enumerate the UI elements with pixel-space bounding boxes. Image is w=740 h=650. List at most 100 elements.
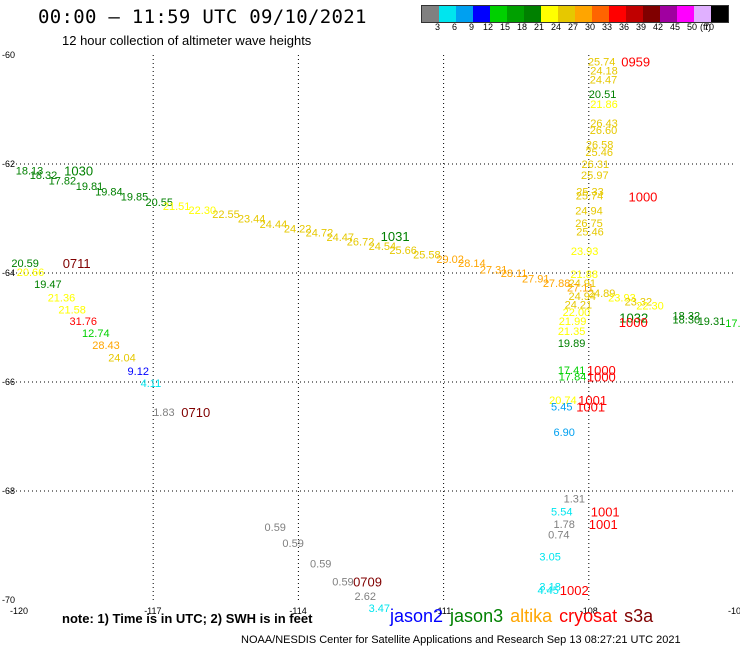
wave-height-value: 24.89	[588, 288, 616, 300]
wave-height-value: 0.74	[548, 530, 569, 542]
map-subtitle: 12 hour collection of altimeter wave hei…	[62, 33, 312, 48]
map-title: 00:00 – 11:59 UTC 09/10/2021	[38, 6, 367, 28]
pass-time-label: 1032	[619, 311, 648, 326]
lon-tick-label: -111	[435, 606, 452, 616]
wave-height-value: 17.41	[558, 365, 586, 377]
colorbar-tick-label: 24	[551, 22, 562, 32]
satellite-legend: jason2 jason3 altika cryosat s3a	[390, 606, 660, 627]
colorbar-swatch	[490, 6, 507, 22]
wave-height-value: 24.21	[565, 300, 593, 312]
wave-height-value: 26.43	[590, 118, 618, 130]
wave-height-value: 24.22	[284, 223, 312, 235]
wave-height-value: 21.58	[58, 305, 86, 317]
pass-time-label: 0710	[181, 405, 210, 420]
satellite-legend-s3a: s3a	[624, 606, 654, 626]
pass-time-label: 1000	[628, 190, 657, 205]
lon-tick-label: -105	[728, 606, 740, 616]
wave-height-value: 19.47	[34, 279, 62, 291]
wave-height-value: 27.31	[480, 265, 508, 277]
wave-height-value: 28.11	[501, 268, 528, 280]
pass-time-label: 0959	[621, 55, 650, 70]
wave-height-value: 25.58	[413, 249, 441, 261]
colorbar-swatch	[507, 6, 524, 22]
colorbar-swatch	[524, 6, 541, 22]
satellite-legend-jason2: jason2	[390, 606, 444, 626]
wave-height-value: 23.93	[571, 246, 599, 258]
wave-height-value: 17.82	[49, 175, 77, 187]
colorbar-swatch	[643, 6, 660, 22]
wave-height-value: 28.43	[92, 340, 120, 352]
wave-height-value: 25.33	[576, 186, 604, 198]
wave-height-value: 20.66	[17, 267, 45, 279]
wave-height-value: 18.13	[16, 166, 44, 178]
wave-height-value: 19.81	[76, 181, 104, 193]
wave-height-value: 26.31	[582, 159, 610, 171]
wave-height-value: 12.74	[82, 328, 110, 340]
lat-tick-label: -66	[2, 377, 15, 387]
wave-height-value: 24.04	[108, 352, 136, 364]
wave-height-value: 24.18	[590, 65, 618, 77]
colorbar-tick-label: 36	[619, 22, 630, 32]
pass-time-label: 0711	[63, 256, 91, 271]
wave-height-value: 21.36	[48, 293, 76, 305]
colorbar-swatch	[558, 6, 575, 22]
wave-height-value: 1.78	[553, 519, 574, 531]
wave-height-value: 27.91	[522, 273, 550, 285]
lat-tick-label: -64	[2, 268, 15, 278]
wave-height-value: 1.31	[564, 494, 585, 506]
wave-height-value: 27.11	[567, 283, 594, 295]
lon-tick-label: -108	[580, 606, 598, 616]
credit-line: NOAA/NESDIS Center for Satellite Applica…	[241, 634, 681, 646]
colorbar-swatch	[694, 6, 711, 22]
wave-height-value: 25.74	[588, 57, 616, 69]
wave-height-value: 20.74	[549, 395, 577, 407]
wave-height-value: 26.58	[586, 139, 614, 151]
colorbar-swatch	[473, 6, 490, 22]
wave-height-value: 22.30	[636, 301, 664, 313]
colorbar-swatch	[422, 6, 439, 22]
wave-height-value: 25.97	[581, 170, 609, 182]
wave-height-value: 2.62	[355, 591, 376, 603]
lon-tick-label: -117	[144, 606, 161, 616]
wave-height-value: 5.54	[551, 507, 572, 519]
wave-height-value: 0.59	[265, 522, 286, 534]
pass-time-label: 1001	[589, 517, 618, 532]
wave-height-value: 24.72	[306, 228, 334, 240]
wave-height-value: 21.51	[163, 201, 191, 213]
colorbar-unit-label: (ft)	[700, 22, 711, 32]
colorbar-tick-label: 18	[517, 22, 528, 32]
pass-time-label: 1001	[576, 400, 605, 415]
colorbar-tick-label: 27	[568, 22, 579, 32]
lat-tick-label: -68	[2, 486, 15, 496]
wave-height-value: 1.83	[153, 407, 174, 419]
satellite-legend-cryosat: cryosat	[559, 606, 618, 626]
wave-height-value: 21.99	[559, 316, 587, 328]
wave-height-value: 23.93	[608, 293, 636, 305]
colorbar-swatch	[711, 6, 728, 22]
pass-time-label: 0709	[353, 574, 382, 589]
colorbar-tick-label: 3	[435, 22, 441, 32]
wave-height-value: 26.75	[575, 218, 603, 230]
satellite-legend-jason3: jason3	[450, 606, 504, 626]
colorbar-tick-label: 45	[670, 22, 681, 32]
wave-height-value: 27.88	[543, 278, 571, 290]
colorbar-tick-label: 39	[636, 22, 647, 32]
colorbar-swatch	[575, 6, 592, 22]
wave-height-value: 26.60	[590, 125, 618, 137]
wave-height-value: 19.31	[698, 316, 726, 328]
wave-height-value: 21.35	[558, 326, 586, 338]
colorbar-tick-label: 42	[653, 22, 664, 32]
colorbar-swatch	[609, 6, 626, 22]
wave-height-value: 24.47	[326, 232, 354, 244]
wave-height-colorbar	[421, 5, 729, 23]
wave-height-value: 4.45	[537, 585, 558, 597]
colorbar-tick-label: 30	[585, 22, 596, 32]
colorbar-tick-label: 9	[469, 22, 475, 32]
wave-height-value: 0.59	[310, 558, 331, 570]
colorbar-swatch	[677, 6, 694, 22]
wave-height-value: 17.84	[559, 372, 587, 384]
colorbar-tick-label: 12	[483, 22, 494, 32]
pass-time-label: 1002	[560, 583, 589, 598]
wave-height-value: 21.86	[590, 99, 618, 111]
